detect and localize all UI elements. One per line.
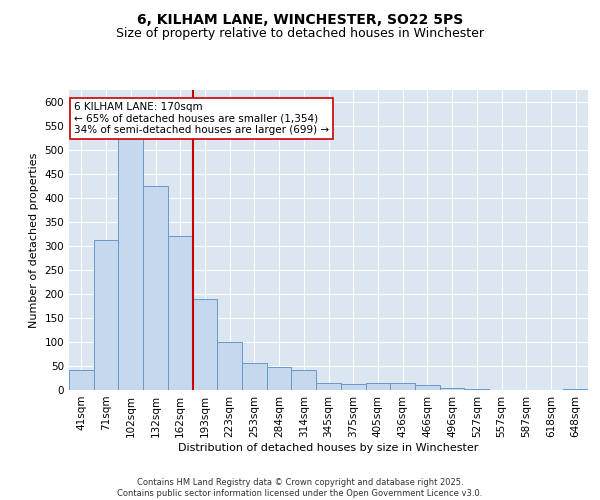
Bar <box>292 370 316 390</box>
Text: 6 KILHAM LANE: 170sqm
← 65% of detached houses are smaller (1,354)
34% of semi-d: 6 KILHAM LANE: 170sqm ← 65% of detached … <box>74 102 329 135</box>
Bar <box>69 370 94 390</box>
Bar <box>390 384 415 390</box>
Bar <box>94 240 118 390</box>
Text: 6, KILHAM LANE, WINCHESTER, SO22 5PS: 6, KILHAM LANE, WINCHESTER, SO22 5PS <box>137 12 463 26</box>
Text: Contains HM Land Registry data © Crown copyright and database right 2025.
Contai: Contains HM Land Registry data © Crown c… <box>118 478 482 498</box>
Bar <box>267 368 292 390</box>
Bar <box>563 389 588 390</box>
Bar <box>242 362 267 390</box>
Bar <box>143 186 168 390</box>
Bar <box>415 385 440 390</box>
Bar <box>341 384 365 390</box>
Bar <box>464 389 489 390</box>
Bar <box>193 299 217 390</box>
Y-axis label: Number of detached properties: Number of detached properties <box>29 152 39 328</box>
Bar <box>440 388 464 390</box>
Bar <box>365 384 390 390</box>
Bar <box>168 236 193 390</box>
Bar <box>217 342 242 390</box>
Bar <box>316 384 341 390</box>
X-axis label: Distribution of detached houses by size in Winchester: Distribution of detached houses by size … <box>178 442 479 452</box>
Bar <box>118 133 143 390</box>
Text: Size of property relative to detached houses in Winchester: Size of property relative to detached ho… <box>116 28 484 40</box>
